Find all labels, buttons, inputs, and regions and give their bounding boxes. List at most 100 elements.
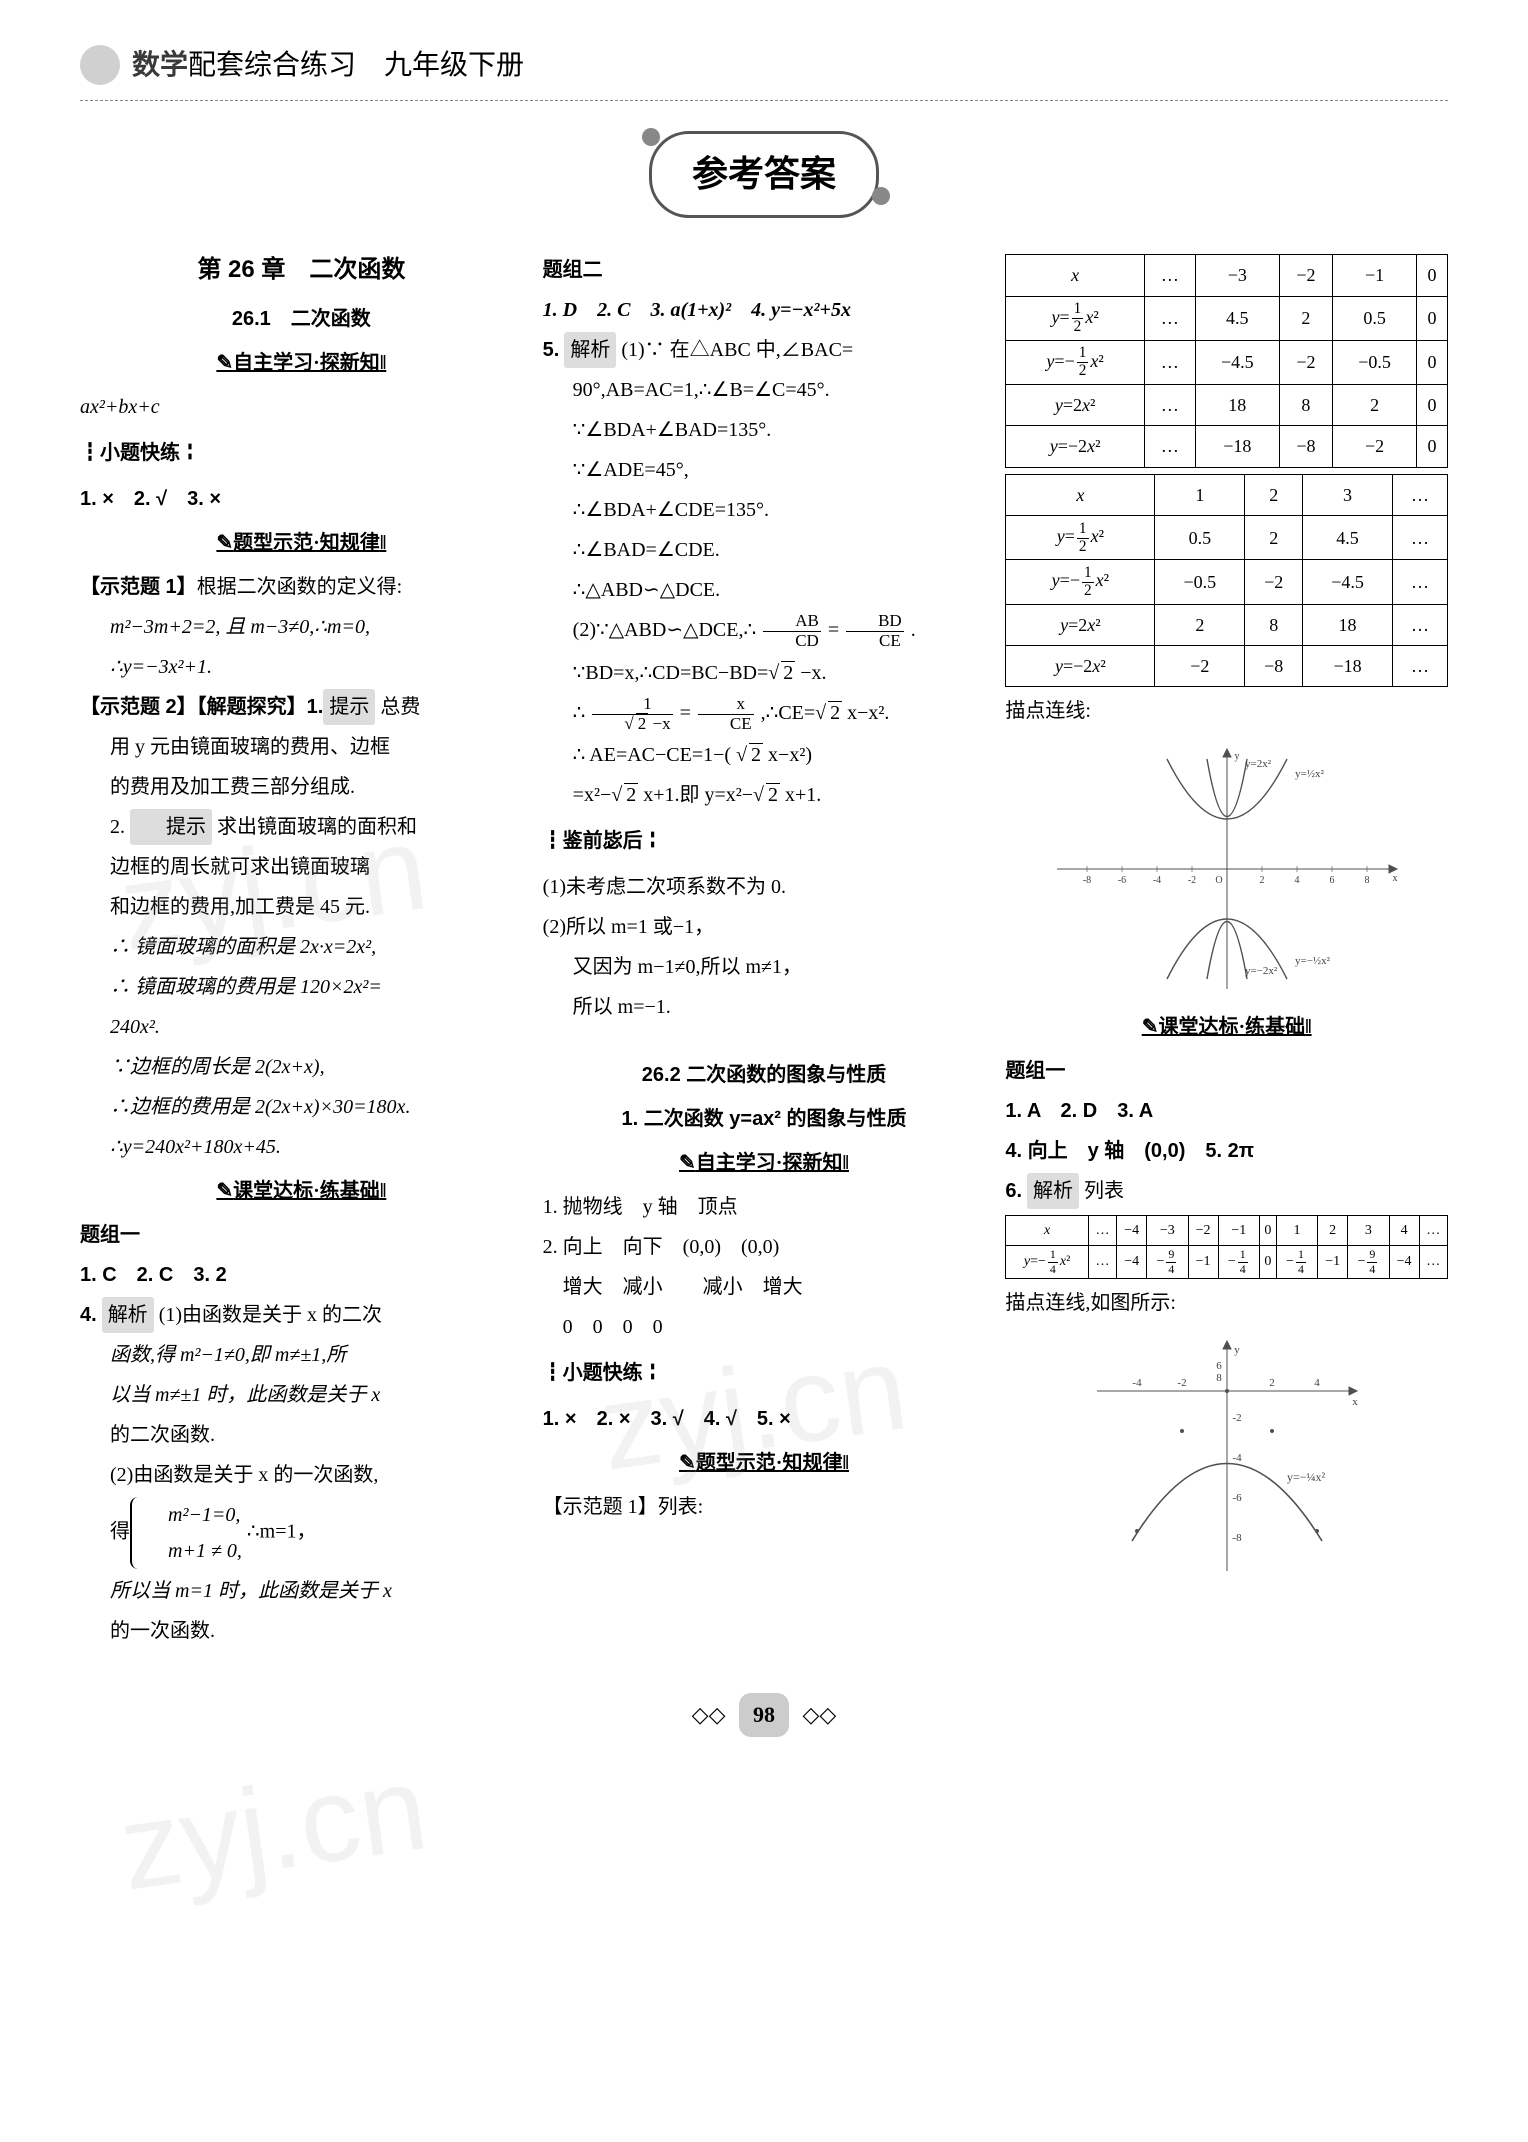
text-line: ∴y=−3x²+1. [80, 649, 523, 685]
text-line: ∴y=240x²+180x+45. [80, 1129, 523, 1165]
text-line: ∴△ABD∽△DCE. [543, 572, 986, 608]
quick-answers: 1. × 2. × 3. √ 4. √ 5. × [543, 1401, 986, 1437]
group-title: 题组二 [543, 252, 986, 288]
text-line: =x²−√2 x+1.即 y=x²−√2 x+1. [543, 777, 986, 813]
svg-text:O: O [1215, 875, 1222, 886]
svg-text:y: y [1234, 1344, 1240, 1356]
group-title: 题组一 [80, 1217, 523, 1253]
text-line: 增大 减小 减小 增大 [543, 1269, 986, 1305]
text-line: 所以当 m=1 时，此函数是关于 x [80, 1573, 523, 1609]
plot-label: 描点连线: [1005, 693, 1448, 729]
text-line: 又因为 m−1≠0,所以 m≠1， [543, 949, 986, 985]
svg-text:y=−¼x²: y=−¼x² [1287, 1470, 1326, 1484]
group-answers: 1. D 2. C 3. a(1+x)² 4. y=−x²+5x [543, 292, 986, 328]
example-2: 【示范题 2】【解题探究】1.提示 总费 [80, 689, 523, 725]
text-line: (2)所以 m=1 或−1， [543, 909, 986, 945]
section-262: 26.2 二次函数的图象与性质 [543, 1057, 986, 1093]
svg-text:-8: -8 [1232, 1532, 1242, 1544]
page-number: ◇◇ 98 ◇◇ [80, 1693, 1448, 1737]
text-line: 所以 m=−1. [543, 989, 986, 1025]
svg-text:2: 2 [1269, 1377, 1275, 1389]
svg-text:-2: -2 [1177, 1377, 1186, 1389]
model-title: ✎题型示范·知规律‖ [80, 525, 523, 561]
plot-label: 描点连线,如图所示: [1005, 1285, 1448, 1321]
svg-text:x: x [1392, 873, 1397, 884]
class-standard-title: ✎课堂达标·练基础‖ [1005, 1009, 1448, 1045]
svg-text:-2: -2 [1232, 1412, 1241, 1424]
quick-answers: 1. × 2. √ 3. × [80, 481, 523, 517]
text-line: ∵∠ADE=45°, [543, 452, 986, 488]
text-line: 的费用及加工费三部分组成. [80, 769, 523, 805]
quick-practice-title: ┇小题快练╏ [80, 435, 523, 471]
svg-text:-6: -6 [1232, 1492, 1242, 1504]
chapter-title: 第 26 章 二次函数 [80, 248, 523, 291]
text-line: 0 0 0 0 [543, 1309, 986, 1345]
svg-text:x: x [1352, 1396, 1358, 1408]
watermark: zyj.cn [106, 1700, 440, 1957]
header-title: 数学配套综合练习 九年级下册 [132, 40, 524, 90]
text-line: ∴ 镜面玻璃的费用是 120×2x²= [80, 969, 523, 1005]
group-answers: 1. A 2. D 3. A [1005, 1093, 1448, 1129]
text-line: ∴ 1√2 −x = xCE ,∴CE=√2 x−x². [543, 695, 986, 734]
svg-text:6: 6 [1329, 875, 1334, 886]
text-line: 函数,得 m²−1≠0,即 m≠±1,所 [80, 1337, 523, 1373]
text-line: 1. 抛物线 y 轴 顶点 [543, 1189, 986, 1225]
brace-system: 得 m²−1=0, m+1 ≠ 0, ∴m=1， [80, 1497, 523, 1569]
text-line: 的二次函数. [80, 1417, 523, 1453]
sub-heading-explore: ✎自主学习·探新知‖ [80, 345, 523, 381]
subsection-title: 1. 二次函数 y=ax² 的图象与性质 [543, 1101, 986, 1137]
column-3: x…−3−2−10 y=12x²…4.520.50 y=−12x²…−4.5−2… [1005, 248, 1448, 1653]
text-line: 的一次函数. [80, 1613, 523, 1649]
text-line: 240x². [80, 1009, 523, 1045]
sub-heading-explore: ✎自主学习·探新知‖ [543, 1145, 986, 1181]
quick-practice-title: ┇小题快练╏ [543, 1355, 986, 1391]
q4: 4. 解析 (1)由函数是关于 x 的二次 [80, 1297, 523, 1333]
svg-text:6: 6 [1216, 1360, 1222, 1372]
formula-text: ax²+bx+c [80, 389, 523, 425]
svg-text:-4: -4 [1153, 875, 1161, 886]
svg-text:4: 4 [1314, 1377, 1320, 1389]
text-line: ∵BD=x,∴CD=BC−BD=√2 −x. [543, 655, 986, 691]
svg-text:4: 4 [1294, 875, 1299, 886]
text-line: ∴边框的费用是 2(2x+x)×30=180x. [80, 1089, 523, 1125]
svg-text:-8: -8 [1083, 875, 1091, 886]
text-line: 2. 提示 求出镜面玻璃的面积和 [80, 809, 523, 845]
text-line: (2)由函数是关于 x 的一次函数, [80, 1457, 523, 1493]
text-line: ∴ 镜面玻璃的面积是 2x·x=2x², [80, 929, 523, 965]
class-standard-title: ✎课堂达标·练基础‖ [80, 1173, 523, 1209]
text-line: ∴ AE=AC−CE=1−( √2 x−x²) [543, 737, 986, 773]
svg-text:8: 8 [1216, 1372, 1222, 1384]
answer-banner: 参考答案 [80, 131, 1448, 218]
svg-text:y: y [1234, 751, 1239, 762]
svg-text:-6: -6 [1118, 875, 1126, 886]
text-line: 以当 m≠±1 时，此函数是关于 x [80, 1377, 523, 1413]
value-table-1b: x123… y=12x²0.524.5… y=−12x²−0.5−2−4.5… … [1005, 474, 1448, 688]
text-line: 边框的周长就可求出镜面玻璃 [80, 849, 523, 885]
content-columns: 第 26 章 二次函数 26.1 二次函数 ✎自主学习·探新知‖ ax²+bx+… [80, 248, 1448, 1653]
svg-text:y=−2x²: y=−2x² [1245, 965, 1278, 977]
example-1: 【示范题 1】根据二次函数的定义得: [80, 569, 523, 605]
svg-text:8: 8 [1364, 875, 1369, 886]
section-title: 26.1 二次函数 [80, 301, 523, 337]
page-header: 数学配套综合练习 九年级下册 [80, 40, 1448, 101]
parabola-graph-1: -8-6-4-2 O 2468 yx y=2x² y=½x² y=−½x² y= [1005, 739, 1448, 999]
text-line: ∴∠BAD=∠CDE. [543, 532, 986, 568]
text-line: 90°,AB=AC=1,∴∠B=∠C=45°. [543, 372, 986, 408]
value-table-1a: x…−3−2−10 y=12x²…4.520.50 y=−12x²…−4.5−2… [1005, 254, 1448, 468]
text-line: ∴∠BDA+∠CDE=135°. [543, 492, 986, 528]
value-table-2: x…−4−3−2−101234… y=−14x² …−4−94−1−140−14… [1005, 1215, 1448, 1278]
q5: 5. 解析 (1)∵ 在△ABC 中,∠BAC= [543, 332, 986, 368]
text-line: ∵∠BDA+∠BAD=135°. [543, 412, 986, 448]
group-answers: 4. 向上 y 轴 (0,0) 5. 2π [1005, 1133, 1448, 1169]
answer-banner-text: 参考答案 [649, 131, 879, 218]
svg-text:y=½x²: y=½x² [1295, 768, 1324, 780]
text-line: ∵边框的周长是 2(2x+x), [80, 1049, 523, 1085]
example-1: 【示范题 1】列表: [543, 1489, 986, 1525]
header-icon [80, 45, 120, 85]
model-title: ✎题型示范·知规律‖ [543, 1445, 986, 1481]
text-line: 和边框的费用,加工费是 45 元. [80, 889, 523, 925]
svg-text:y=−½x²: y=−½x² [1295, 955, 1331, 967]
group-answers: 1. C 2. C 3. 2 [80, 1257, 523, 1293]
svg-text:2: 2 [1259, 875, 1264, 886]
svg-text:y=2x²: y=2x² [1245, 758, 1272, 770]
